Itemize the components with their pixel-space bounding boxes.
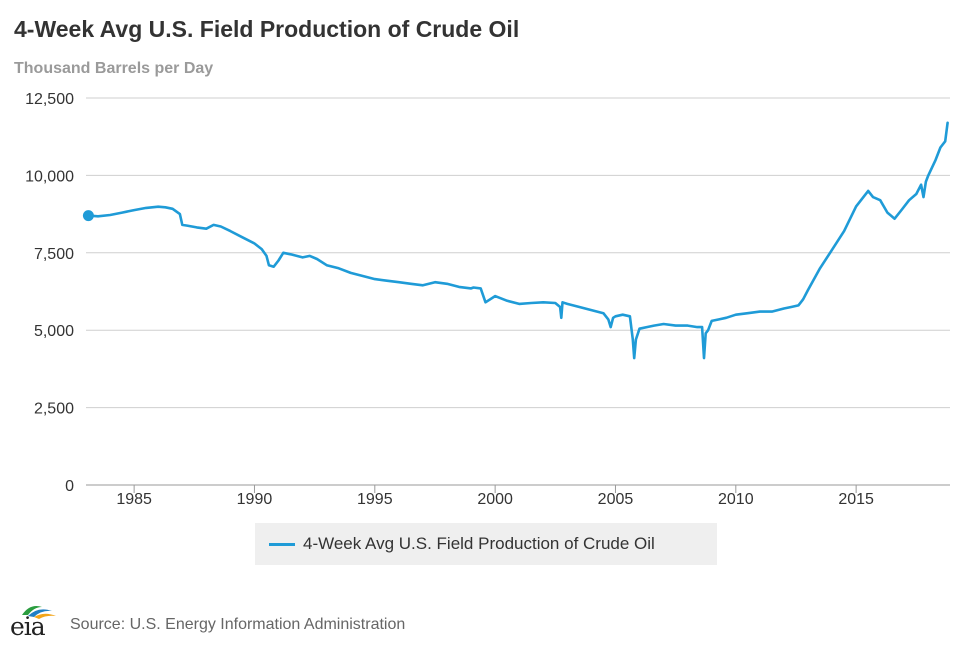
y-tick-label: 12,500 bbox=[25, 91, 74, 108]
legend-swatch bbox=[269, 542, 295, 546]
eia-logo[interactable]: eia bbox=[8, 603, 60, 643]
legend[interactable]: 4-Week Avg U.S. Field Production of Crud… bbox=[255, 523, 717, 565]
x-tick-label: 1990 bbox=[237, 491, 273, 508]
legend-label: 4-Week Avg U.S. Field Production of Crud… bbox=[303, 534, 655, 553]
x-tick-label: 2000 bbox=[477, 491, 513, 508]
source-note: Source: U.S. Energy Information Administ… bbox=[70, 616, 406, 633]
y-tick-label: 7,500 bbox=[34, 246, 74, 263]
y-axis-unit-label: Thousand Barrels per Day bbox=[14, 60, 214, 77]
eia-logo-icon bbox=[22, 606, 56, 619]
chart-title: 4-Week Avg U.S. Field Production of Crud… bbox=[14, 16, 520, 42]
series-layer bbox=[82, 121, 949, 360]
series-line[interactable] bbox=[87, 121, 949, 360]
x-tick-label: 2015 bbox=[838, 491, 874, 508]
eia-logo-text: eia bbox=[10, 612, 46, 641]
x-tick-label: 1995 bbox=[357, 491, 393, 508]
x-tick-label: 1985 bbox=[116, 491, 152, 508]
grid-lines bbox=[86, 97, 950, 486]
line-chart: 0 2,500 5,000 7,500 10,000 12,500 1985 1990 199… bbox=[25, 91, 950, 508]
y-tick-label: 0 bbox=[65, 478, 74, 495]
x-tick-label: 2005 bbox=[598, 491, 634, 508]
y-tick-label: 10,000 bbox=[25, 168, 74, 185]
y-tick-label: 5,000 bbox=[34, 323, 74, 340]
footer: eia Source: U.S. Energy Information Admi… bbox=[8, 603, 405, 643]
series-start-marker[interactable] bbox=[82, 210, 94, 222]
x-axis-ticks: 1985 1990 1995 2000 2005 2010 2015 bbox=[116, 485, 874, 508]
y-tick-label: 2,500 bbox=[34, 401, 74, 418]
y-axis-ticks: 0 2,500 5,000 7,500 10,000 12,500 bbox=[25, 91, 74, 495]
x-tick-label: 2010 bbox=[718, 491, 754, 508]
